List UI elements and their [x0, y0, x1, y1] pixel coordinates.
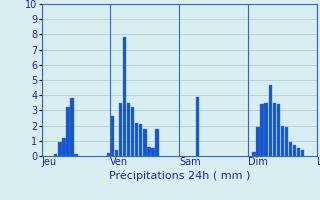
Bar	[196, 97, 199, 156]
Bar	[273, 103, 276, 156]
Bar	[115, 150, 118, 156]
Bar	[281, 126, 284, 156]
Bar	[107, 153, 110, 156]
Bar	[135, 123, 139, 156]
Bar	[147, 147, 151, 156]
Bar	[111, 116, 114, 156]
Bar	[265, 103, 268, 156]
Bar	[268, 85, 272, 156]
Bar	[293, 145, 296, 156]
Bar	[260, 104, 264, 156]
Bar	[143, 129, 147, 156]
Bar	[54, 154, 58, 156]
Bar	[131, 107, 134, 156]
Bar	[70, 98, 74, 156]
X-axis label: Précipitations 24h ( mm ): Précipitations 24h ( mm )	[108, 170, 250, 181]
Bar	[285, 127, 288, 156]
Bar	[62, 138, 66, 156]
Bar	[58, 142, 61, 156]
Bar	[74, 154, 78, 156]
Bar	[155, 129, 159, 156]
Bar	[289, 142, 292, 156]
Bar	[123, 37, 126, 156]
Bar	[151, 148, 155, 156]
Bar	[139, 124, 142, 156]
Bar	[301, 150, 304, 156]
Bar	[256, 127, 260, 156]
Bar	[276, 104, 280, 156]
Bar	[252, 152, 256, 156]
Bar	[127, 103, 130, 156]
Bar	[119, 103, 122, 156]
Bar	[66, 107, 70, 156]
Bar	[297, 148, 300, 156]
